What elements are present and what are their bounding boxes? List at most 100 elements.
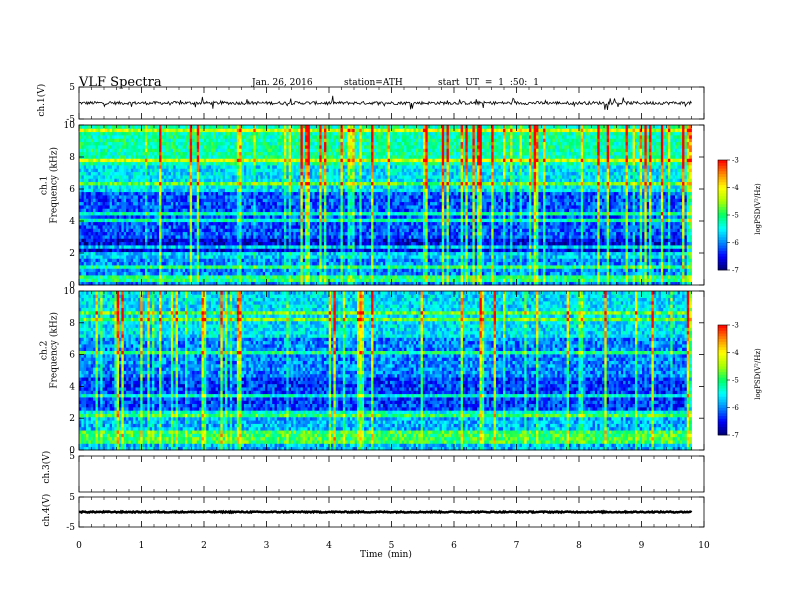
spectrogram-cell (232, 268, 235, 272)
spectrogram-cell (663, 272, 666, 276)
spectrogram-cell (364, 265, 367, 269)
spectrogram-cell (621, 272, 624, 276)
spectrogram-cell (157, 262, 160, 266)
spectrogram-cell (234, 268, 237, 272)
spectrogram-cell (138, 272, 141, 276)
spectrogram-cell (169, 262, 172, 266)
spectrogram-cell (564, 262, 567, 266)
spectrogram-cell (390, 255, 393, 259)
spectrogram-cell (604, 268, 607, 272)
spectrogram-cell (140, 265, 143, 269)
spectrogram-cell (557, 278, 560, 282)
spectrogram-cell (373, 248, 376, 252)
spectrogram-cell (623, 275, 626, 279)
spectrogram-cell (538, 272, 541, 276)
spectrogram-cell (487, 248, 490, 252)
spectrogram-cell (472, 252, 475, 256)
spectrogram-cell (451, 278, 454, 282)
spectrogram-cell (536, 252, 539, 256)
spectrogram-cell (416, 255, 419, 259)
spectrogram-cell (270, 245, 273, 249)
spectrogram-cell (581, 248, 584, 252)
spectrogram-cell (289, 272, 292, 276)
spectrogram-cell (498, 248, 501, 252)
spectrogram-cell (237, 278, 240, 282)
spectrogram-cell (498, 275, 501, 279)
spectrogram-cell (260, 268, 263, 272)
spectrogram-cell (475, 252, 478, 256)
spectrogram-cell (670, 278, 673, 282)
spectrogram-cell (623, 252, 626, 256)
spectrogram-cell (543, 255, 546, 259)
spectrogram-cell (479, 262, 482, 266)
spectrogram-cell (359, 255, 362, 259)
spectrogram-cell (430, 258, 433, 262)
spectrogram-cell (649, 272, 652, 276)
spectrogram-cell (442, 262, 445, 266)
spectrogram-cell (447, 275, 450, 279)
spectrogram-cell (112, 268, 115, 272)
spectrogram-cell (286, 258, 289, 262)
spectrogram-cell (192, 268, 195, 272)
spectrogram-cell (282, 262, 285, 266)
spectrogram-cell (581, 258, 584, 262)
spectrogram-cell (623, 258, 626, 262)
spectrogram-cell (227, 255, 230, 259)
spectrogram-cell (644, 265, 647, 269)
spectrogram-cell (110, 255, 113, 259)
spectrogram-cell (454, 268, 457, 272)
spectrogram-cell (126, 252, 129, 256)
spectrogram-cell (423, 268, 426, 272)
spectrogram-cell (451, 268, 454, 272)
spectrogram-cell (630, 248, 633, 252)
spectrogram-cell (564, 255, 567, 259)
spectrogram-cell (326, 255, 329, 259)
spectrogram-cell (171, 255, 174, 259)
spectrogram-cell (666, 258, 669, 262)
spectrogram-cell (107, 262, 110, 266)
spectrogram-cell (489, 265, 492, 269)
spectrogram-cell (95, 258, 98, 262)
spectrogram-cell (487, 272, 490, 276)
spectrogram-cell (423, 265, 426, 269)
spectrogram-cell (166, 268, 169, 272)
spectrogram-cell (609, 262, 612, 266)
spectrogram-cell (571, 255, 574, 259)
spectrogram-cell (284, 275, 287, 279)
spectrogram-cell (147, 255, 150, 259)
spectrogram-cell (376, 262, 379, 266)
spectrogram-cell (390, 275, 393, 279)
spectrogram-cell (621, 265, 624, 269)
spectrogram-cell (81, 272, 84, 276)
spectrogram-cell (277, 268, 280, 272)
spectrogram-cell (562, 272, 565, 276)
spectrogram-cell (508, 262, 511, 266)
spectrogram-cell (256, 258, 259, 262)
spectrogram-cell (529, 258, 532, 262)
spectrogram-cell (689, 268, 692, 272)
spectrogram-cell (578, 258, 581, 262)
spectrogram-cell (194, 262, 197, 266)
spectrogram-cell (378, 255, 381, 259)
spectrogram-cell (166, 248, 169, 252)
spectrogram-cell (687, 275, 690, 279)
spectrogram-cell (649, 278, 652, 282)
spectrogram-cell (479, 268, 482, 272)
spectrogram-cell (180, 245, 183, 249)
spectrogram-cell (571, 275, 574, 279)
spectrogram-cell (180, 252, 183, 256)
spectrogram-cell (381, 252, 384, 256)
spectrogram-cell (246, 248, 249, 252)
spectrogram-cell (432, 252, 435, 256)
spectrogram-cell (345, 252, 348, 256)
spectrogram-cell (364, 258, 367, 262)
spectrogram-cell (381, 262, 384, 266)
spectrogram-cell (550, 258, 553, 262)
spectrogram-cell (562, 258, 565, 262)
spectrogram-cell (138, 268, 141, 272)
spectrogram-cell (192, 252, 195, 256)
spectrogram-cell (512, 265, 515, 269)
spectrogram-cell (213, 268, 216, 272)
spectrogram-cell (185, 275, 188, 279)
spectrogram-cell (633, 265, 636, 269)
